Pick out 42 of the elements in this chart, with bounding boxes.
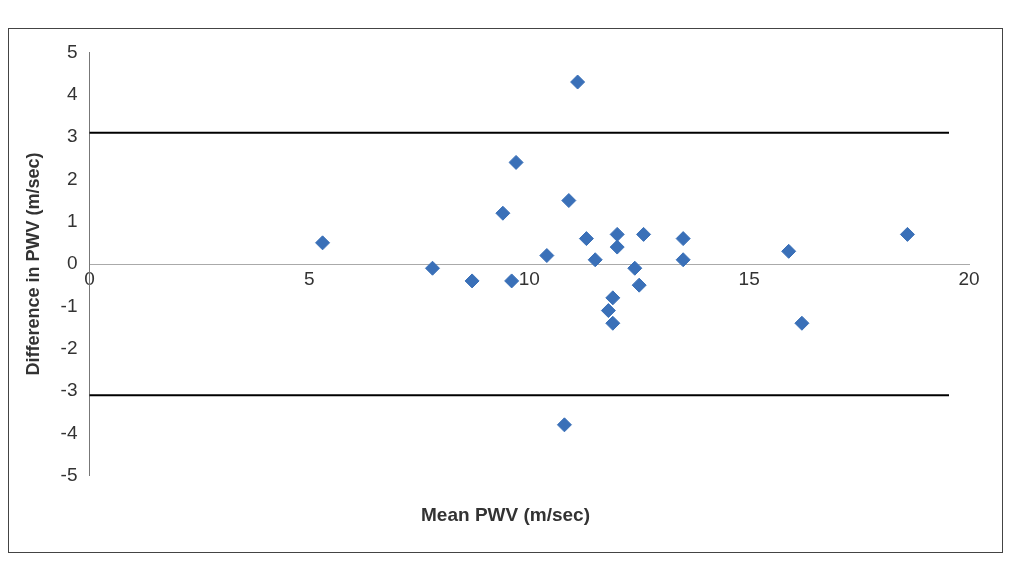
point <box>899 226 915 242</box>
x-tick-label: 5 <box>304 267 315 289</box>
y-tick-label: 0 <box>66 252 78 274</box>
point <box>508 154 524 170</box>
point <box>609 226 625 242</box>
point <box>794 315 810 331</box>
y-axis-title: Difference in PWV (m/sec) <box>22 152 43 376</box>
point <box>675 231 691 247</box>
point <box>315 235 331 251</box>
point <box>578 231 594 247</box>
point <box>636 226 652 242</box>
x-tick-label: 15 <box>738 267 760 289</box>
y-tick-label: 4 <box>66 82 78 104</box>
point <box>587 252 603 268</box>
point <box>495 205 511 221</box>
point <box>605 290 621 306</box>
point <box>627 260 643 276</box>
y-tick-label: 5 <box>66 40 78 62</box>
y-tick-label: -2 <box>60 336 78 358</box>
point <box>781 243 797 259</box>
y-tick-label: -1 <box>60 294 78 316</box>
point <box>605 315 621 331</box>
point <box>675 252 691 268</box>
point <box>631 277 647 293</box>
y-tick-label: -3 <box>60 379 78 401</box>
point <box>464 273 480 289</box>
point <box>539 248 555 264</box>
point <box>570 74 586 90</box>
point <box>600 303 616 319</box>
x-tick-label: 20 <box>958 267 980 289</box>
point <box>556 417 572 433</box>
point <box>561 193 577 209</box>
y-tick-label: 2 <box>66 167 78 189</box>
y-tick-label: 3 <box>66 125 78 147</box>
y-tick-label: -5 <box>60 463 78 485</box>
point <box>425 260 440 276</box>
x-axis-title: Mean PWV (m/sec) <box>420 504 591 526</box>
y-tick-label: -4 <box>60 421 78 443</box>
x-tick-label: 10 <box>518 267 540 289</box>
y-tick-label: 1 <box>66 209 78 231</box>
point <box>609 239 625 255</box>
point <box>504 273 520 289</box>
